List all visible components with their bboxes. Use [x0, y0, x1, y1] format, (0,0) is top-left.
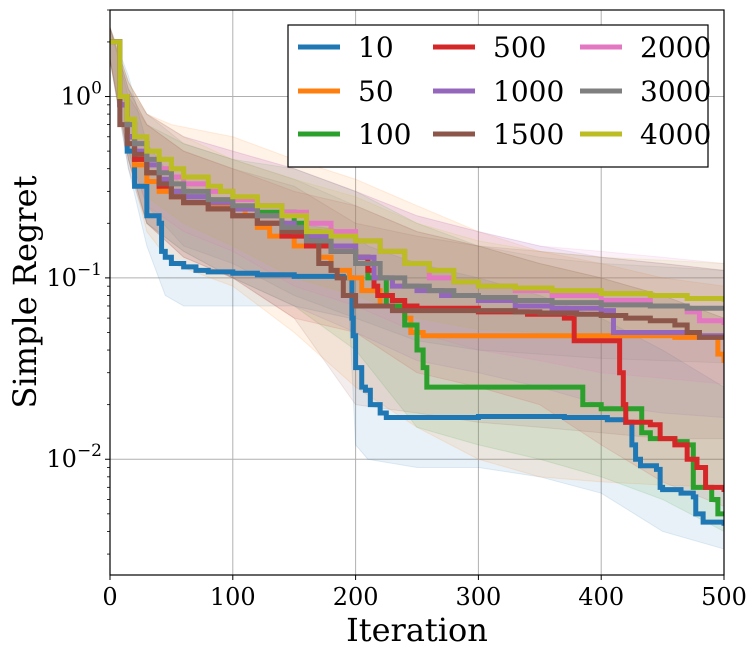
legend: 10 50 100 500 1000 1500 2000 3000 4000 [287, 24, 711, 168]
band-series-4000 [110, 27, 724, 340]
y-tick-label: 10−1 [46, 260, 102, 292]
legend-label-2000: 2000 [640, 31, 711, 64]
x-tick-label: 300 [455, 583, 501, 611]
x-tick-label: 400 [578, 583, 624, 611]
x-tick-label: 0 [102, 583, 117, 611]
legend-label-3000: 3000 [640, 75, 711, 108]
y-tick-label: 10−2 [46, 441, 102, 473]
band-series-100 [110, 27, 724, 532]
x-tick-label: 200 [333, 583, 379, 611]
axis-ticks: 0 100 200 300 400 500 100 10−1 10−2 [46, 9, 747, 611]
legend-box [287, 24, 709, 168]
series-lines [110, 39, 724, 526]
legend-label-1500: 1500 [493, 118, 564, 151]
legend-label-10: 10 [358, 31, 394, 64]
y-tick-label: 100 [61, 79, 102, 111]
legend-label-500: 500 [493, 31, 546, 64]
band-series-50 [110, 27, 724, 488]
x-tick-label: 500 [701, 583, 747, 611]
x-axis-label: Iteration [346, 611, 488, 649]
x-tick-label: 100 [210, 583, 256, 611]
legend-label-4000: 4000 [640, 118, 711, 151]
line-series-3000 [110, 39, 724, 311]
line-series-4000 [110, 39, 724, 302]
legend-label-1000: 1000 [493, 75, 564, 108]
legend-label-50: 50 [358, 75, 394, 108]
y-axis-label: Simple Regret [6, 175, 44, 408]
line-series-10 [110, 39, 724, 526]
plot-frame [109, 9, 725, 576]
legend-label-100: 100 [358, 118, 411, 151]
line-series-1500 [110, 39, 724, 340]
band-series-3000 [110, 27, 724, 364]
